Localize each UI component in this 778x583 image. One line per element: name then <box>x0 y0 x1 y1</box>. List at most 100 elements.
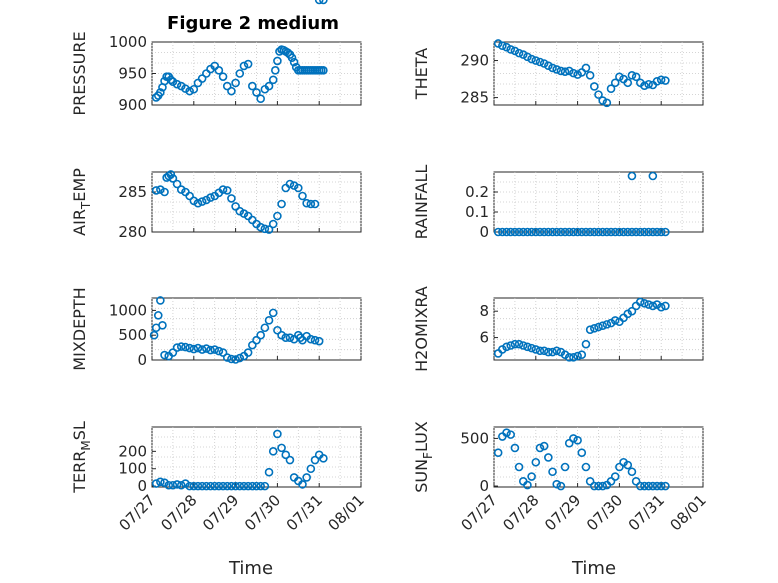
data-point <box>564 438 574 448</box>
data-point <box>310 335 320 345</box>
data-point <box>610 472 620 481</box>
data-point <box>544 227 553 237</box>
data-point <box>590 481 599 491</box>
data-point <box>227 86 236 96</box>
data-point <box>256 222 265 232</box>
data-point <box>214 346 224 356</box>
data-point <box>531 345 541 354</box>
data-point <box>594 227 603 237</box>
data-point <box>293 183 303 193</box>
data-point <box>172 343 182 352</box>
data-point <box>556 66 566 76</box>
data-point <box>264 225 274 234</box>
data-point <box>585 325 595 334</box>
data-point <box>590 227 599 237</box>
data-point <box>172 179 182 189</box>
data-point <box>260 224 270 234</box>
data-point <box>615 462 624 472</box>
y-axis-label: PRESSURE <box>70 31 89 115</box>
y-tick-label: 290 <box>460 52 489 70</box>
data-point <box>514 48 524 58</box>
y-axis-label: SUNFLUX <box>412 421 435 493</box>
data-point <box>158 320 167 330</box>
data-point <box>661 227 670 237</box>
data-point <box>627 306 637 316</box>
data-point <box>181 342 190 352</box>
data-point <box>172 79 182 89</box>
grid-lines <box>493 42 704 105</box>
data-point <box>256 481 265 491</box>
data-point <box>151 479 161 488</box>
data-point <box>602 227 612 237</box>
data-point <box>314 336 324 346</box>
data-point <box>160 187 169 197</box>
data-point <box>493 227 503 237</box>
data-point <box>189 84 199 94</box>
data-point <box>585 71 595 80</box>
data-point <box>548 347 557 357</box>
data-point <box>197 481 207 491</box>
data-point <box>581 339 591 349</box>
data-point <box>531 227 541 237</box>
data-point <box>149 330 159 340</box>
data-point <box>314 0 324 5</box>
data-point <box>544 347 553 357</box>
data-point <box>206 345 215 355</box>
y-tick-label: 8 <box>479 302 489 320</box>
data-point <box>631 72 641 82</box>
data-point <box>168 348 178 357</box>
data-point <box>648 227 658 237</box>
data-point <box>281 333 291 342</box>
data-point <box>502 227 511 237</box>
data-point <box>627 227 637 237</box>
subplot-1: 900 950 1000 PRESSURE <box>70 31 362 116</box>
data-point <box>256 94 265 103</box>
data-point <box>602 320 612 329</box>
x-axis-label-right: Time <box>571 558 616 579</box>
data-point <box>560 67 570 76</box>
data-point <box>493 39 503 48</box>
data-point <box>283 48 293 58</box>
data-point <box>556 227 566 237</box>
data-point <box>222 481 232 491</box>
data-point <box>273 211 282 221</box>
data-point <box>514 462 524 472</box>
data-point <box>193 198 203 208</box>
data-point <box>185 481 194 491</box>
subplot-4: 0 0.1 0.2 RAINFALL <box>412 165 704 241</box>
y-tick-label: 6 <box>479 329 489 347</box>
data-point <box>652 227 662 237</box>
data-point <box>176 342 186 351</box>
grid-lines <box>151 298 362 360</box>
data-point <box>260 323 270 333</box>
data-point <box>573 70 582 79</box>
data-point <box>202 481 211 491</box>
data-point <box>197 345 207 354</box>
data-point <box>243 481 253 491</box>
data-point <box>535 346 545 356</box>
data-point <box>573 436 582 445</box>
data-point <box>502 342 511 352</box>
y-tick-label: 100 <box>118 460 147 478</box>
data-point <box>310 199 320 209</box>
data-point <box>310 455 320 465</box>
data-point <box>168 174 178 183</box>
data-point <box>577 227 587 237</box>
data-point <box>640 298 649 308</box>
data-point <box>287 53 297 63</box>
figure-title: Figure 2 medium <box>167 13 339 34</box>
data-point <box>218 185 228 194</box>
data-point <box>535 227 545 237</box>
data-point <box>661 76 670 85</box>
data-point <box>569 68 578 78</box>
data-point <box>252 481 261 491</box>
data-point <box>577 350 587 360</box>
data-point <box>623 227 633 237</box>
data-point <box>302 473 311 482</box>
data-point <box>606 84 616 93</box>
data-point <box>168 480 178 490</box>
data-point <box>644 227 653 237</box>
data-point <box>176 480 186 490</box>
data-point <box>594 481 603 491</box>
